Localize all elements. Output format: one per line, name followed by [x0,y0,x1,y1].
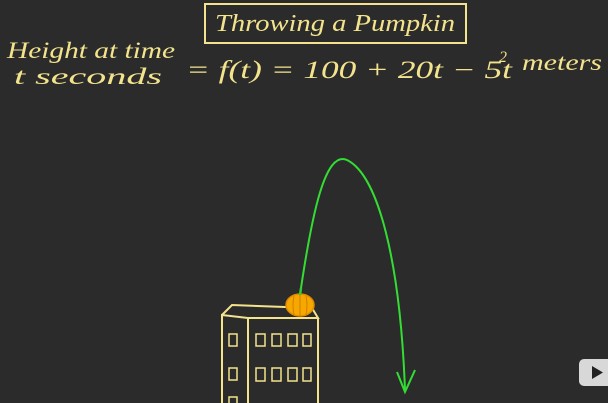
building [221,303,320,403]
arrow-head [396,369,416,395]
trajectory [300,158,406,391]
title: Throwing a Pumpkin [215,11,455,37]
unit: meters [522,50,602,75]
label-line: Height at time [6,38,175,63]
formula: = f(t) = 100 + 20t − 5t [186,57,513,84]
title-box [204,3,467,44]
label-line: t seconds [14,64,162,89]
exponent: 2 [499,49,507,66]
pumpkin [285,287,315,317]
play-button[interactable] [579,359,608,386]
